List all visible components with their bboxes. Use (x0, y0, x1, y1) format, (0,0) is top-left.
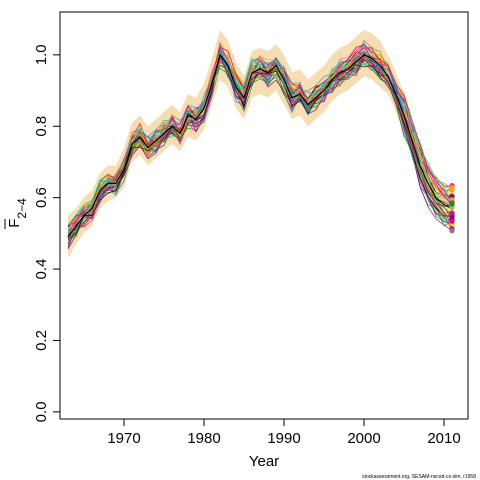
terminal-point (449, 201, 455, 207)
y-tick-label: 1.0 (33, 44, 50, 65)
y-tick-label: 0.2 (33, 330, 50, 351)
x-tick-label: 2000 (347, 430, 380, 447)
y-tick-label: 0.8 (33, 116, 50, 137)
terminal-point (449, 218, 455, 224)
x-tick-label: 1980 (187, 430, 220, 447)
simulated-series-line (67, 54, 453, 238)
y-axis-label-subscript: 2−4 (15, 198, 29, 219)
y-tick-label: 0.0 (33, 401, 50, 422)
simulated-series-line (67, 45, 453, 231)
central-estimate (67, 53, 453, 238)
x-axis-label: Year (249, 453, 279, 470)
x-tick-label: 1990 (267, 430, 300, 447)
x-axis: 1970 1980 1990 2000 2010 (107, 419, 461, 447)
simulated-series-line (67, 50, 453, 226)
y-axis-label-main: F (6, 219, 23, 228)
credit-text: stockassessment.org, SESAM-nscod-cs-sim,… (362, 474, 476, 480)
x-tick-label: 1970 (107, 430, 140, 447)
terminal-point (449, 210, 455, 216)
y-axis-label: F2−4 (6, 198, 29, 228)
simulated-series-line (67, 44, 453, 227)
x-tick-label: 2010 (427, 430, 460, 447)
y-tick-label: 0.6 (33, 187, 50, 208)
terminal-point (449, 228, 455, 234)
y-axis: 0.0 0.2 0.4 0.6 0.8 1.0 (33, 44, 60, 422)
terminal-year-points (449, 183, 455, 234)
central-estimate-line (67, 53, 453, 238)
terminal-point (449, 185, 455, 191)
y-tick-label: 0.4 (33, 259, 50, 280)
plot-frame (59, 11, 469, 420)
